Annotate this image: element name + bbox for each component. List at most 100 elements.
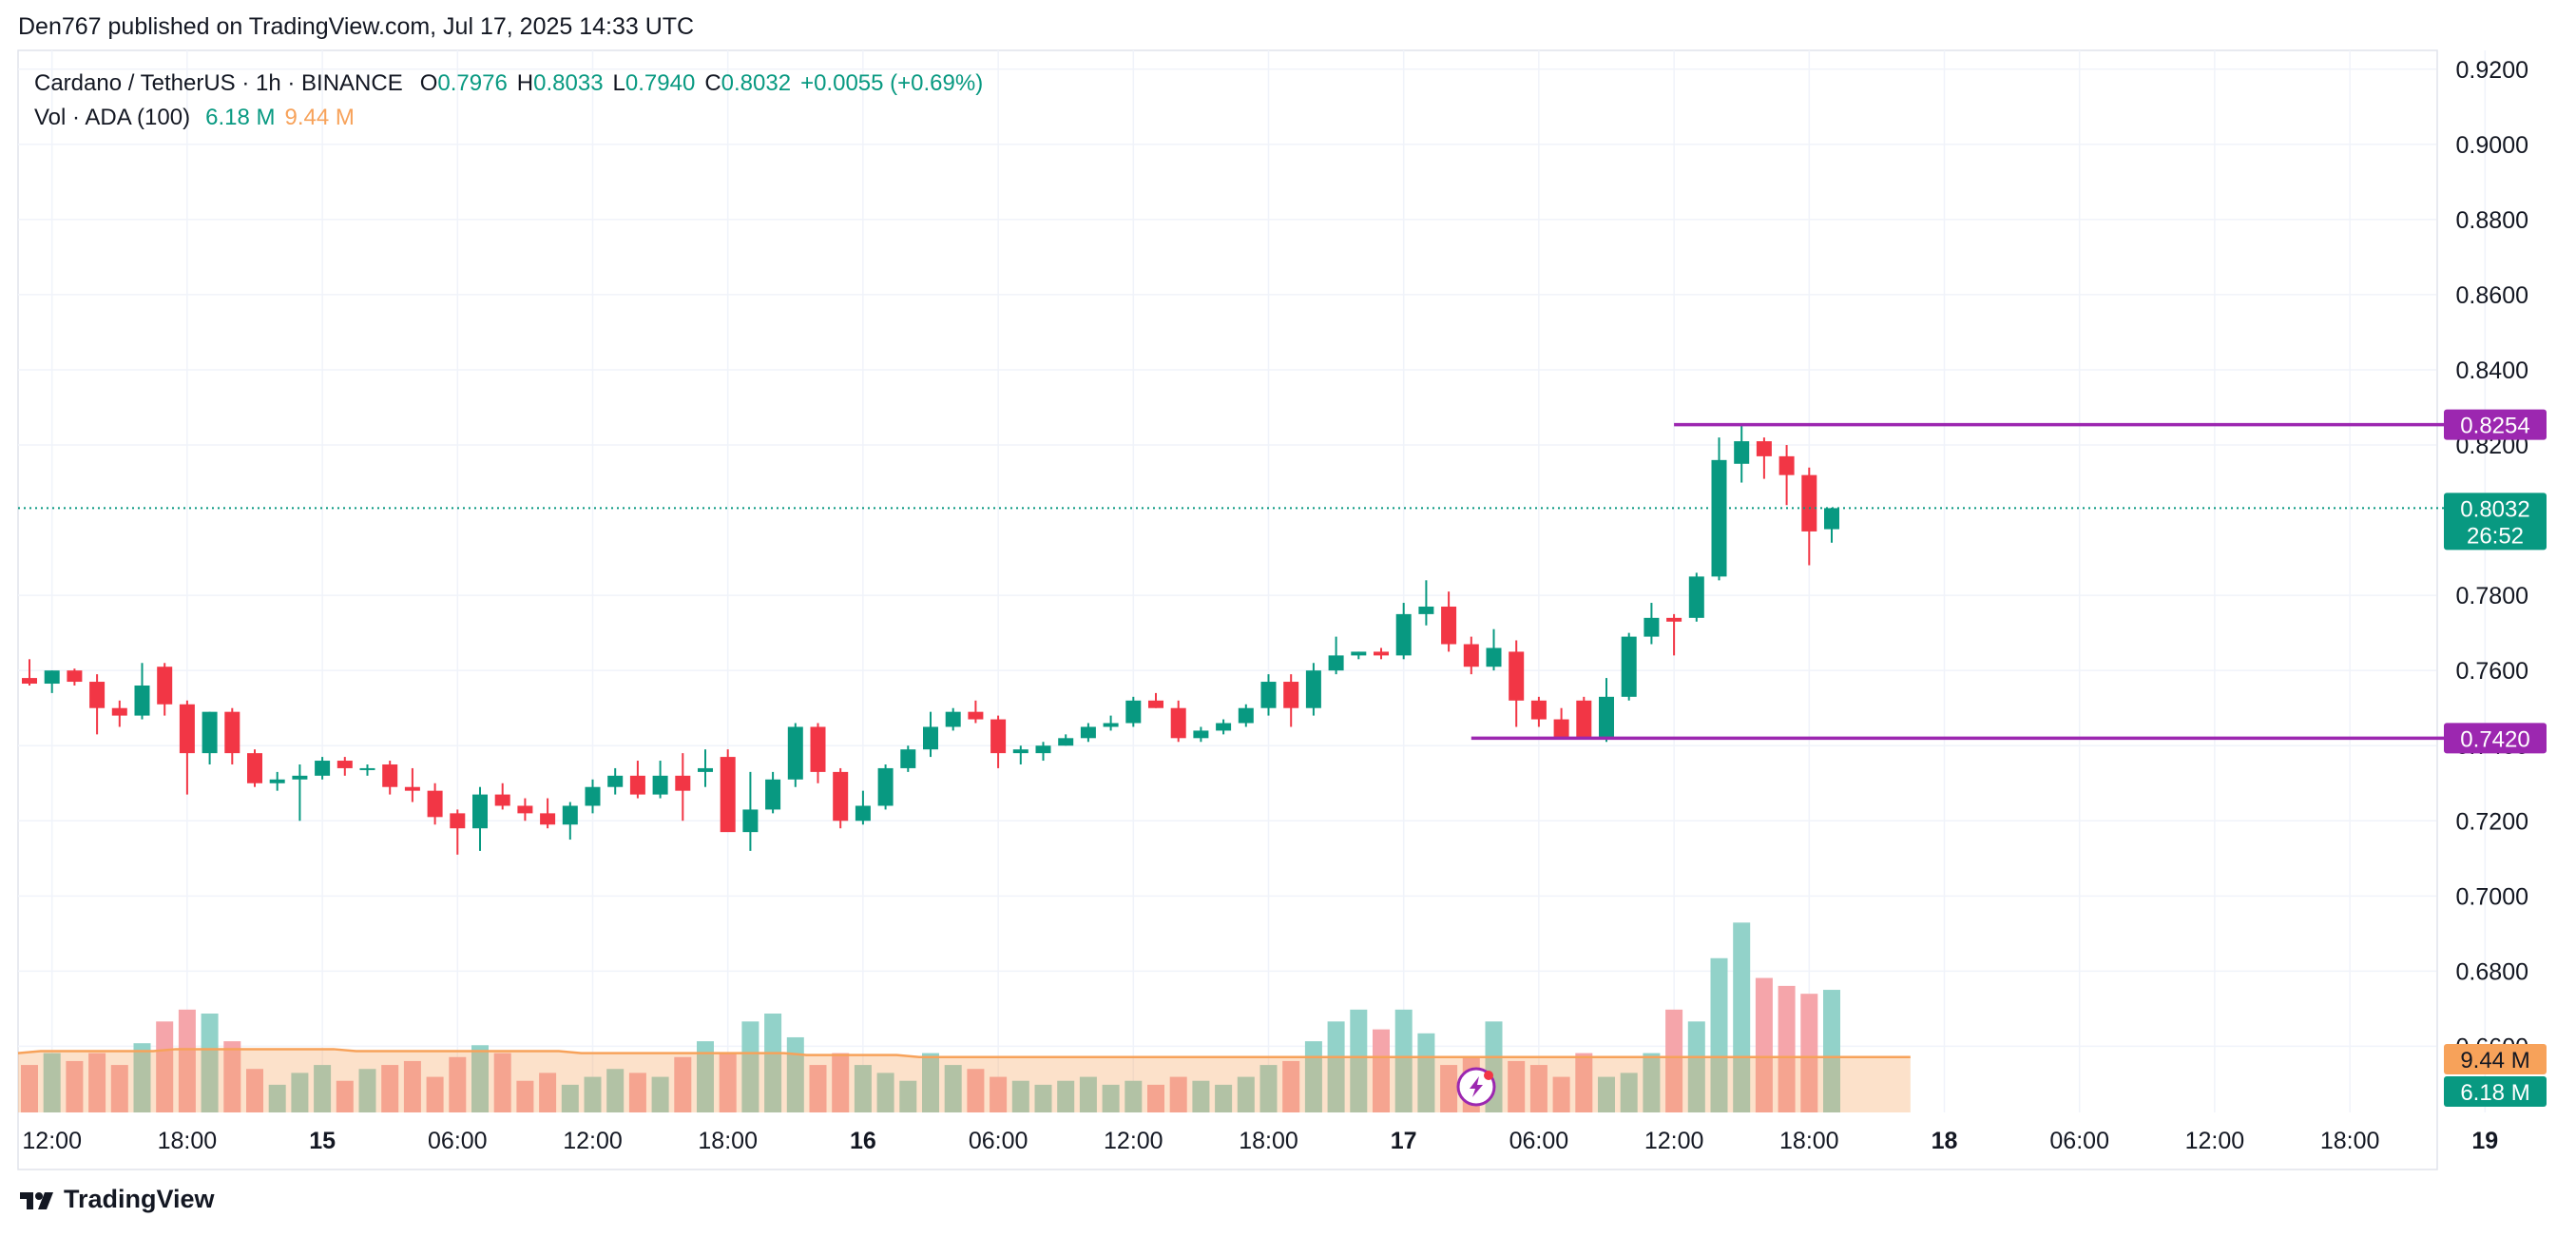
candle[interactable] — [1395, 603, 1412, 660]
candle[interactable] — [1374, 647, 1389, 660]
candle[interactable] — [1688, 572, 1704, 622]
candle[interactable] — [1125, 696, 1142, 727]
volume-bar — [1800, 994, 1818, 1112]
candle[interactable] — [1148, 692, 1163, 708]
candle[interactable] — [877, 763, 894, 810]
lightning-icon[interactable] — [1456, 1067, 1496, 1107]
candle[interactable] — [1216, 719, 1232, 735]
candle[interactable] — [1441, 591, 1457, 652]
volume-bar — [1327, 1021, 1345, 1112]
candle[interactable] — [494, 783, 510, 810]
candle[interactable] — [359, 763, 375, 776]
candle[interactable] — [44, 670, 60, 693]
price-tick-label: 0.8800 — [2456, 207, 2528, 234]
candle[interactable] — [1080, 723, 1096, 743]
candle[interactable] — [585, 779, 601, 814]
candle[interactable] — [1756, 437, 1772, 479]
candle[interactable] — [269, 771, 285, 791]
candle[interactable] — [1824, 508, 1839, 543]
volume-bar — [223, 1041, 241, 1112]
symbol-title[interactable]: Cardano / TetherUS · 1h · BINANCE — [34, 70, 403, 96]
candle[interactable] — [742, 771, 759, 851]
candle[interactable] — [1283, 674, 1299, 727]
candle[interactable] — [315, 757, 331, 780]
candle[interactable] — [1418, 580, 1434, 626]
candle[interactable] — [1012, 745, 1028, 764]
candle[interactable] — [382, 761, 398, 795]
candle[interactable] — [900, 745, 916, 772]
candle[interactable] — [990, 715, 1007, 768]
candle[interactable] — [1035, 742, 1051, 762]
candle[interactable] — [1238, 704, 1254, 727]
volume-label[interactable]: Vol · ADA (100) — [34, 105, 191, 130]
candle[interactable] — [1260, 674, 1277, 716]
candle[interactable] — [1801, 467, 1817, 566]
candle[interactable] — [629, 761, 645, 799]
candle[interactable] — [1305, 663, 1321, 716]
volume-bar — [314, 1065, 332, 1112]
candle[interactable] — [157, 663, 173, 716]
candle[interactable] — [292, 763, 308, 821]
candle[interactable] — [698, 749, 713, 787]
candle[interactable] — [765, 771, 781, 814]
candle[interactable] — [427, 783, 443, 825]
candle-body — [1395, 613, 1412, 656]
volume-bar — [854, 1065, 872, 1112]
candle[interactable] — [675, 753, 691, 821]
candle[interactable] — [1553, 707, 1569, 739]
candle[interactable] — [404, 767, 420, 802]
candle[interactable] — [833, 767, 849, 829]
candle[interactable] — [1058, 734, 1074, 746]
candle[interactable] — [945, 707, 961, 731]
candle[interactable] — [1509, 640, 1525, 727]
candle[interactable] — [22, 659, 37, 686]
candle[interactable] — [607, 767, 624, 795]
candle[interactable] — [1644, 603, 1660, 645]
candle[interactable] — [202, 711, 218, 764]
candle[interactable] — [1170, 700, 1186, 743]
tradingview-logo[interactable]: TradingView — [18, 1185, 215, 1214]
candle[interactable] — [224, 707, 240, 764]
candle[interactable] — [1463, 636, 1479, 675]
candle[interactable] — [67, 668, 83, 686]
candle[interactable] — [1530, 696, 1547, 727]
candle[interactable] — [1778, 445, 1795, 506]
candle[interactable] — [562, 802, 578, 841]
candle[interactable] — [810, 723, 826, 783]
candle[interactable] — [1351, 651, 1367, 660]
candle-body — [1193, 730, 1209, 739]
candle[interactable] — [111, 700, 127, 727]
candle[interactable] — [540, 798, 556, 829]
candle[interactable] — [1328, 636, 1344, 675]
candle[interactable] — [472, 786, 488, 851]
volume-bar — [1102, 1084, 1120, 1112]
candle[interactable] — [1103, 715, 1119, 731]
candle[interactable] — [968, 700, 984, 724]
volume-bar — [584, 1076, 602, 1112]
candle[interactable] — [720, 749, 736, 833]
candle[interactable] — [134, 663, 150, 720]
candle[interactable] — [336, 757, 353, 776]
candle-body — [111, 707, 127, 716]
candle[interactable] — [1599, 678, 1614, 743]
candle[interactable] — [923, 711, 938, 758]
candle[interactable] — [1734, 424, 1750, 483]
candle[interactable] — [652, 761, 668, 799]
volume-bar — [1373, 1029, 1390, 1112]
candle[interactable] — [179, 700, 195, 795]
candle[interactable] — [1576, 696, 1592, 739]
candle[interactable] — [1621, 632, 1637, 701]
candle[interactable] — [247, 749, 262, 787]
time-tick-label: 12:00 — [1644, 1128, 1704, 1154]
candle[interactable] — [450, 809, 466, 855]
candle[interactable] — [1486, 628, 1502, 671]
candle[interactable] — [1666, 613, 1682, 656]
candle[interactable] — [855, 790, 871, 825]
candle[interactable] — [517, 798, 533, 821]
candle[interactable] — [1193, 726, 1209, 743]
volume-bar — [1417, 1033, 1435, 1112]
candle[interactable] — [89, 674, 106, 735]
candle[interactable] — [787, 723, 803, 787]
